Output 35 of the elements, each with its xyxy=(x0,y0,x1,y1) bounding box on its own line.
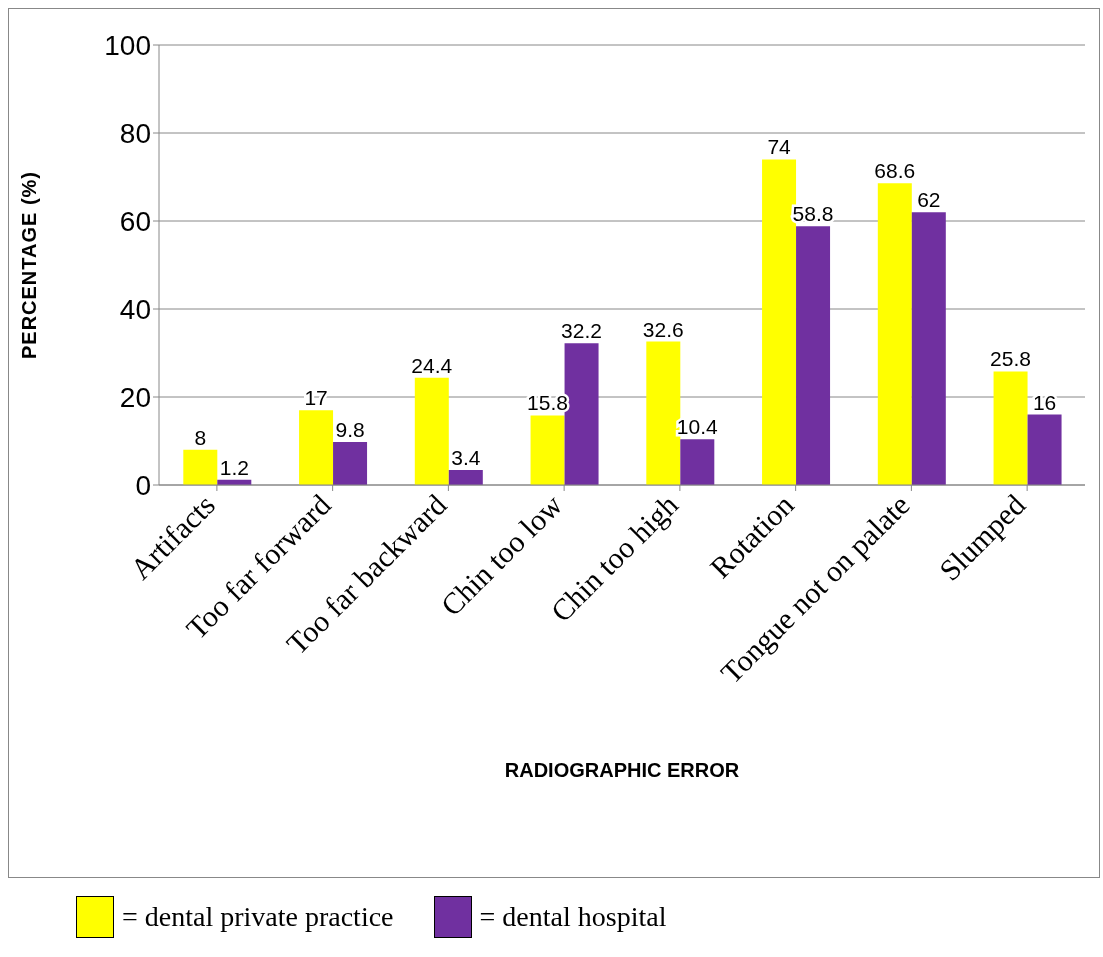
y-tick-label: 100 xyxy=(104,29,151,61)
data-label: 32.2 xyxy=(561,319,602,343)
data-label: 1.2 xyxy=(219,455,249,479)
data-label: 17 xyxy=(304,386,328,410)
bar xyxy=(530,415,565,485)
y-tick-label: 80 xyxy=(119,117,151,149)
bar xyxy=(299,410,334,485)
y-tick-label: 0 xyxy=(135,469,151,501)
data-label: 32.6 xyxy=(642,317,684,341)
data-label: 16 xyxy=(1032,390,1057,414)
x-axis-title: RADIOGRAPHIC ERROR xyxy=(504,759,740,781)
data-label: 3.4 xyxy=(451,446,481,470)
data-label: 24.4 xyxy=(411,353,453,377)
bar xyxy=(448,470,483,485)
data-label: 8 xyxy=(194,425,207,449)
bar xyxy=(911,212,946,485)
bar xyxy=(333,441,368,485)
bar xyxy=(680,439,715,485)
bar xyxy=(1027,414,1062,485)
y-tick-label: 20 xyxy=(119,381,151,413)
legend-label: = dental private practice xyxy=(122,901,394,933)
data-label: 25.8 xyxy=(990,347,1031,371)
y-axis-title: PERCENTAGE (%) xyxy=(18,170,41,360)
data-label: 68.6 xyxy=(874,159,916,183)
data-label: 62 xyxy=(917,188,941,212)
bar xyxy=(877,183,912,485)
bar xyxy=(993,371,1028,485)
data-label: 9.8 xyxy=(335,417,365,441)
bar xyxy=(183,449,218,485)
y-tick-label: 60 xyxy=(119,205,151,237)
y-tick-label: 40 xyxy=(119,293,151,325)
data-label: 74 xyxy=(767,135,792,159)
legend-label: = dental hospital xyxy=(479,901,667,933)
bar xyxy=(414,377,449,485)
bar xyxy=(796,226,831,485)
